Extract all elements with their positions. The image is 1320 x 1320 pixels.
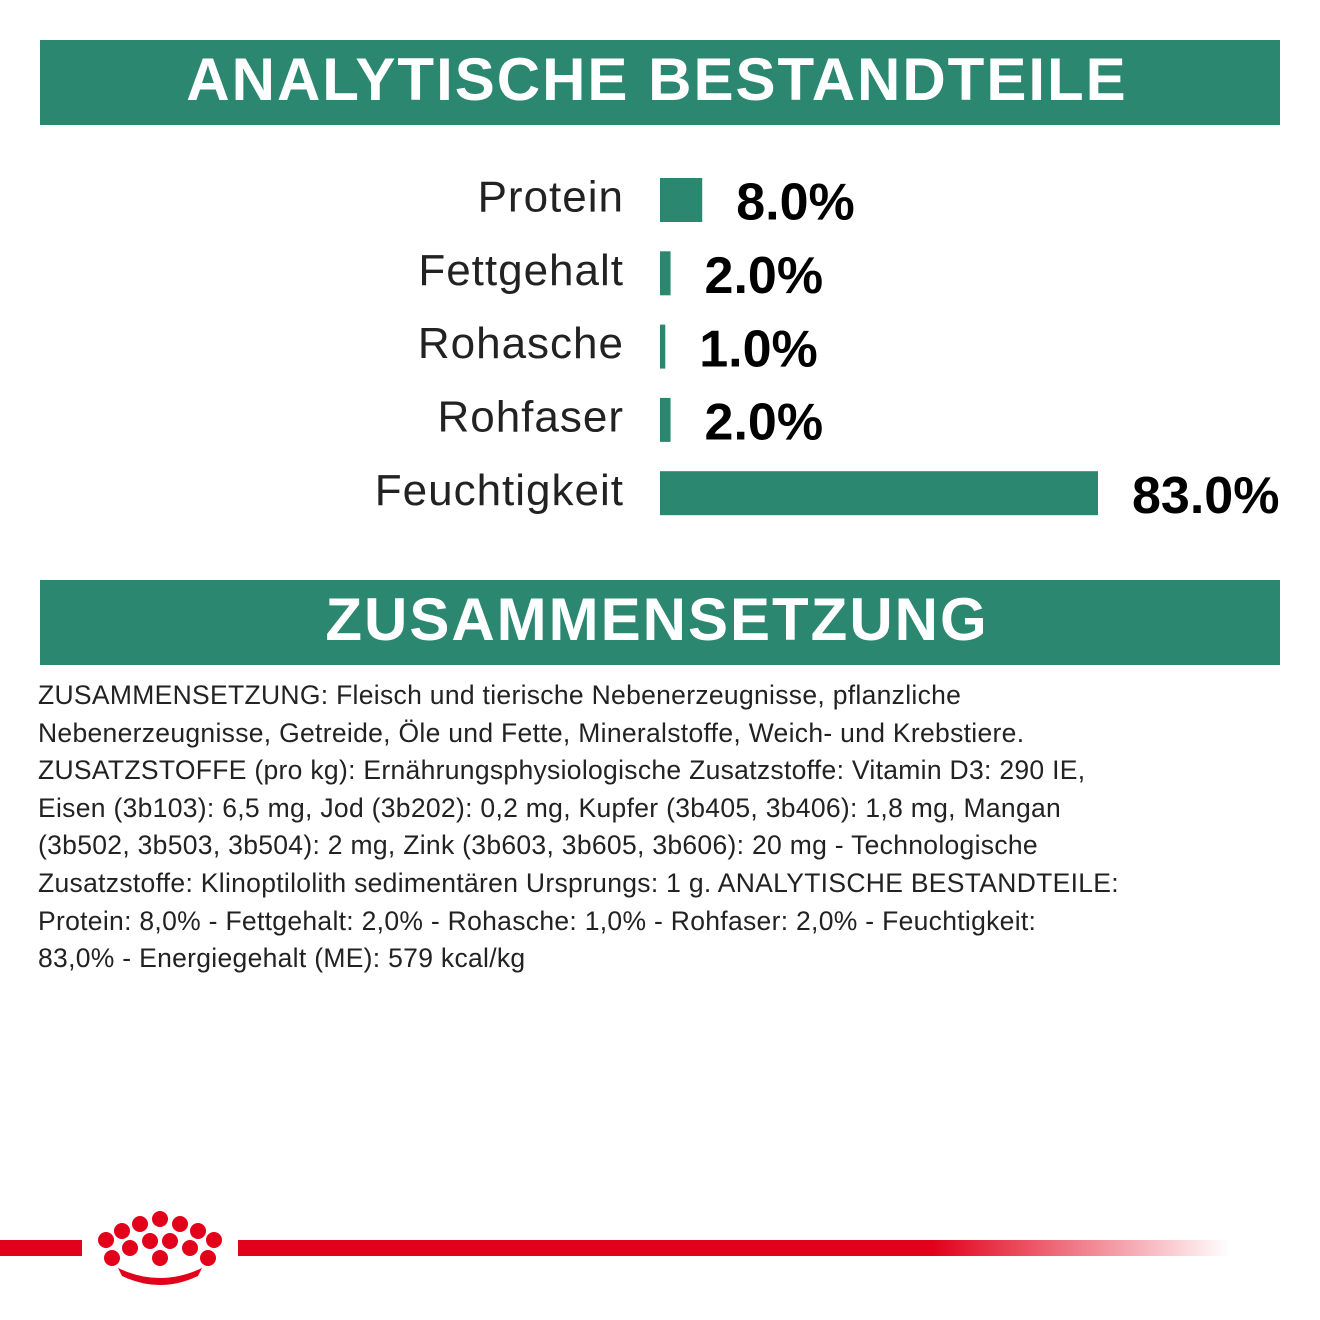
chart-title: ANALYTISCHE BESTANDTEILE <box>186 46 1127 113</box>
category-label: Feuchtigkeit <box>375 466 624 515</box>
value-label: 2.0% <box>705 247 824 305</box>
bar <box>660 251 671 296</box>
composition-text: ZUSAMMENSETZUNG: Fleisch und tierische N… <box>38 677 1119 978</box>
bar <box>660 471 1098 516</box>
text-line: Protein: 8,0% - Fettgehalt: 2,0% - Rohas… <box>38 905 1037 936</box>
value-label: 1.0% <box>699 320 818 378</box>
logo <box>98 1211 222 1285</box>
category-label: Rohasche <box>418 319 624 368</box>
section-title: ZUSAMMENSETZUNG <box>325 586 988 653</box>
text-line: Zusatzstoffe: Klinoptilolith sedimentäre… <box>38 867 1119 898</box>
bar <box>660 178 703 222</box>
text-line: Nebenerzeugnisse, Getreide, Öle und Fett… <box>38 717 1025 748</box>
brand-line <box>238 1240 1230 1256</box>
category-label: Rohfaser <box>437 393 624 442</box>
brand-line <box>0 1240 82 1256</box>
bar-chart: Protein 8.0% Fettgehalt 2.0% Rohasche 1.0% Roh… <box>375 173 1280 525</box>
category-label: Protein <box>478 173 624 222</box>
category-label: Fettgehalt <box>418 246 624 295</box>
bar <box>660 324 666 369</box>
text-line: (3b502, 3b503, 3b504): 2 mg, Zink (3b603… <box>38 830 1038 861</box>
text-line: ZUSATZSTOFFE (pro kg): Ernährungsphysiol… <box>38 755 1086 786</box>
bar <box>660 397 671 442</box>
text-line: ZUSAMMENSETZUNG: Fleisch und tierische N… <box>38 680 962 710</box>
value-label: 8.0% <box>736 174 855 232</box>
value-label: 2.0% <box>705 394 824 452</box>
text-line: 83,0% - Energiegehalt (ME): 579 kcal/kg <box>38 943 526 974</box>
value-label: 83.0% <box>1132 467 1279 525</box>
header-band <box>40 580 1280 665</box>
text-line: Eisen (3b103): 6,5 mg, Jod (3b202): 0,2 … <box>38 792 1062 823</box>
header-band <box>40 40 1280 125</box>
